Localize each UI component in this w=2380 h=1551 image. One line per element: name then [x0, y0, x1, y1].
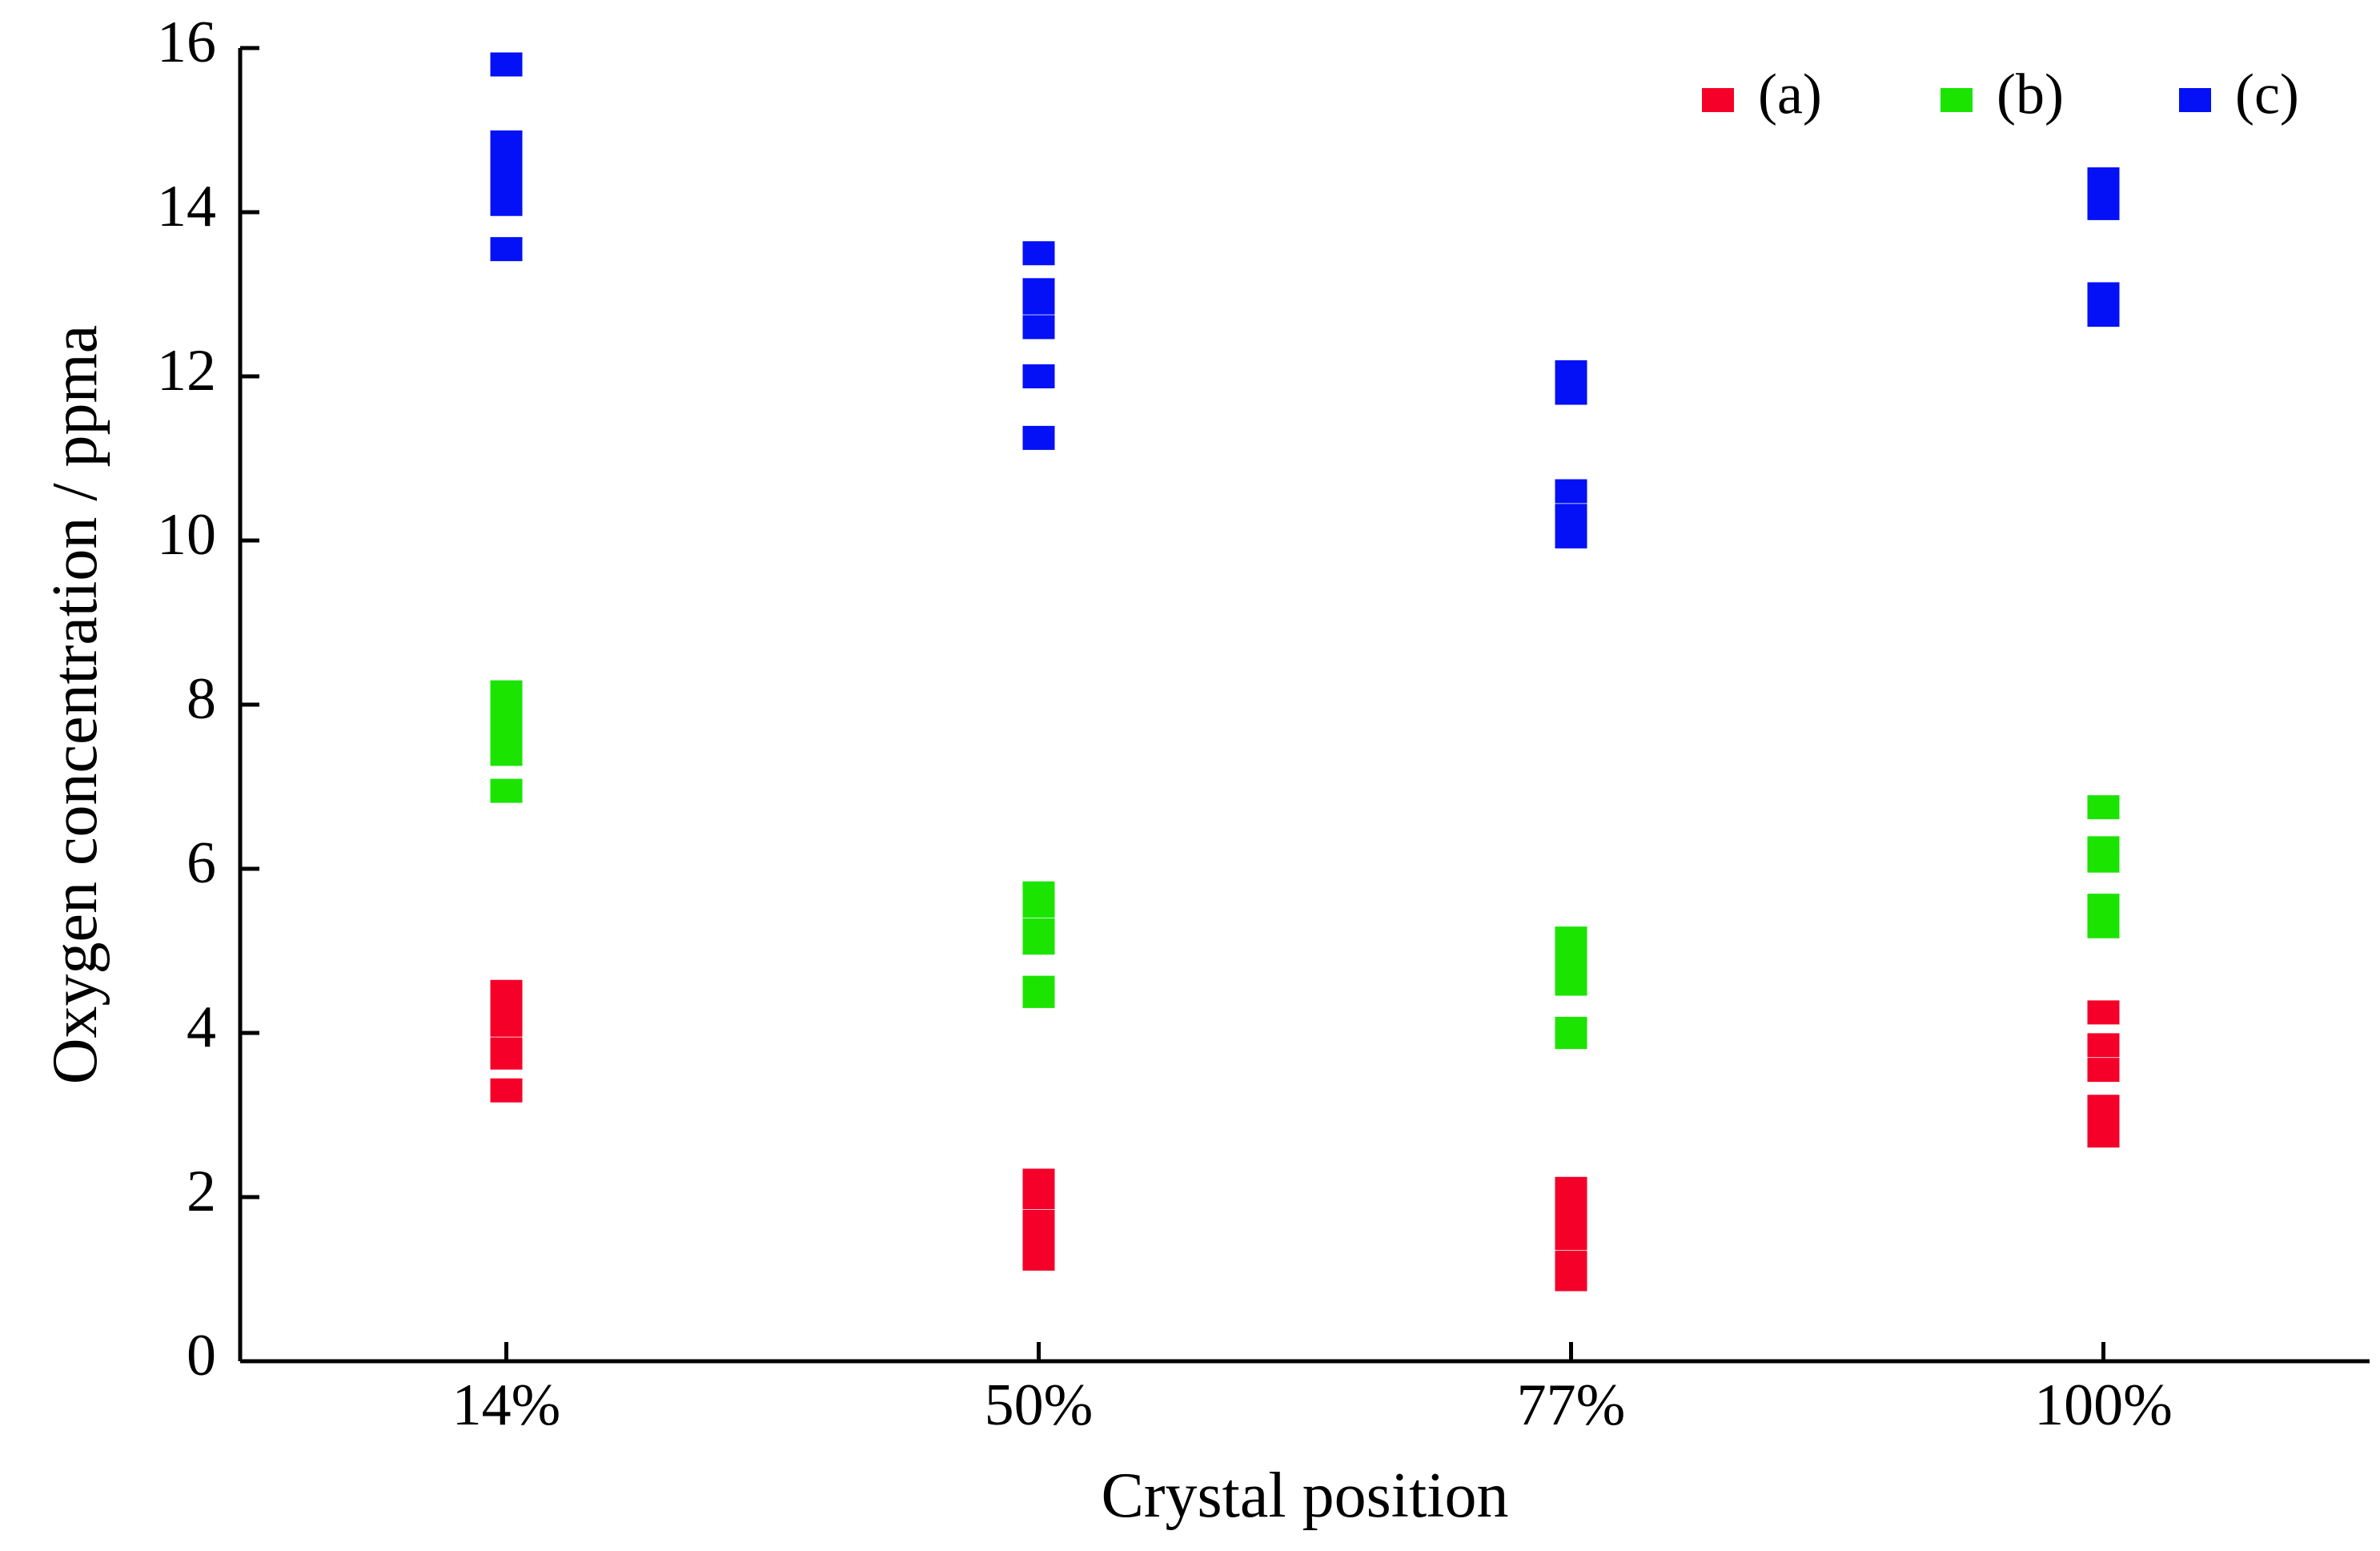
data-marker — [491, 779, 523, 803]
data-marker — [1555, 1025, 1587, 1049]
chart-background — [0, 0, 2380, 1551]
data-marker — [2088, 1123, 2120, 1147]
data-marker — [2088, 849, 2120, 873]
x-tick-label: 77% — [1517, 1372, 1626, 1438]
y-tick-label: 4 — [187, 994, 216, 1060]
y-tick-label: 8 — [187, 666, 216, 732]
y-tick-label: 6 — [187, 830, 216, 896]
data-marker — [1023, 894, 1055, 918]
x-tick-label: 100% — [2034, 1372, 2173, 1438]
data-marker — [491, 742, 523, 766]
data-marker — [1023, 291, 1055, 315]
legend-swatch — [2179, 88, 2211, 112]
y-tick-label: 10 — [157, 502, 216, 568]
data-marker — [1023, 930, 1055, 954]
data-marker — [491, 237, 523, 261]
y-tick-label: 14 — [157, 174, 216, 239]
legend-label: (b) — [1997, 62, 2064, 127]
data-marker — [2088, 795, 2120, 819]
data-marker — [491, 1046, 523, 1070]
chart-container: 0 2 4 6 8 10 12 14 16 14% 50% 77% 100% Oxygen concent… — [0, 0, 2380, 1551]
legend-label: (a) — [1758, 62, 1822, 127]
data-marker — [1555, 381, 1587, 405]
y-tick-label: 16 — [157, 10, 216, 75]
data-marker — [1555, 480, 1587, 504]
data-marker — [1555, 1226, 1587, 1250]
data-marker — [2088, 1058, 2120, 1082]
scatter-chart: 0 2 4 6 8 10 12 14 16 14% 50% 77% 100% Oxygen concent… — [0, 0, 2380, 1551]
legend-label: (c) — [2235, 62, 2299, 127]
x-axis-label: Crystal position — [1102, 1461, 1509, 1531]
data-marker — [1555, 504, 1587, 528]
legend-swatch — [1702, 88, 1734, 112]
data-marker — [2088, 1033, 2120, 1057]
data-marker — [491, 53, 523, 77]
data-marker — [491, 131, 523, 155]
y-tick-label: 0 — [187, 1323, 216, 1388]
data-marker — [1555, 524, 1587, 548]
data-marker — [1555, 1268, 1587, 1292]
x-tick-label: 14% — [452, 1372, 561, 1438]
data-marker — [491, 151, 523, 175]
data-marker — [491, 192, 523, 216]
data-marker — [1555, 1193, 1587, 1217]
data-marker — [491, 1013, 523, 1037]
data-marker — [491, 1079, 523, 1103]
data-marker — [2088, 196, 2120, 220]
x-tick-label: 50% — [985, 1372, 1094, 1438]
data-marker — [491, 709, 523, 733]
data-marker — [2088, 1000, 2120, 1024]
y-axis-label: Oxygen concentration / ppma — [40, 325, 110, 1085]
data-marker — [491, 171, 523, 195]
y-tick-label: 2 — [187, 1159, 216, 1224]
data-marker — [1023, 315, 1055, 340]
data-marker — [1023, 984, 1055, 1008]
data-marker — [1023, 364, 1055, 388]
y-tick-label: 12 — [157, 338, 216, 404]
data-marker — [1023, 426, 1055, 450]
data-marker — [1023, 1185, 1055, 1209]
data-marker — [2088, 303, 2120, 327]
legend-swatch — [1941, 88, 1973, 112]
data-marker — [1555, 972, 1587, 996]
data-marker — [1023, 1247, 1055, 1271]
data-marker — [1023, 241, 1055, 265]
data-marker — [2088, 914, 2120, 938]
